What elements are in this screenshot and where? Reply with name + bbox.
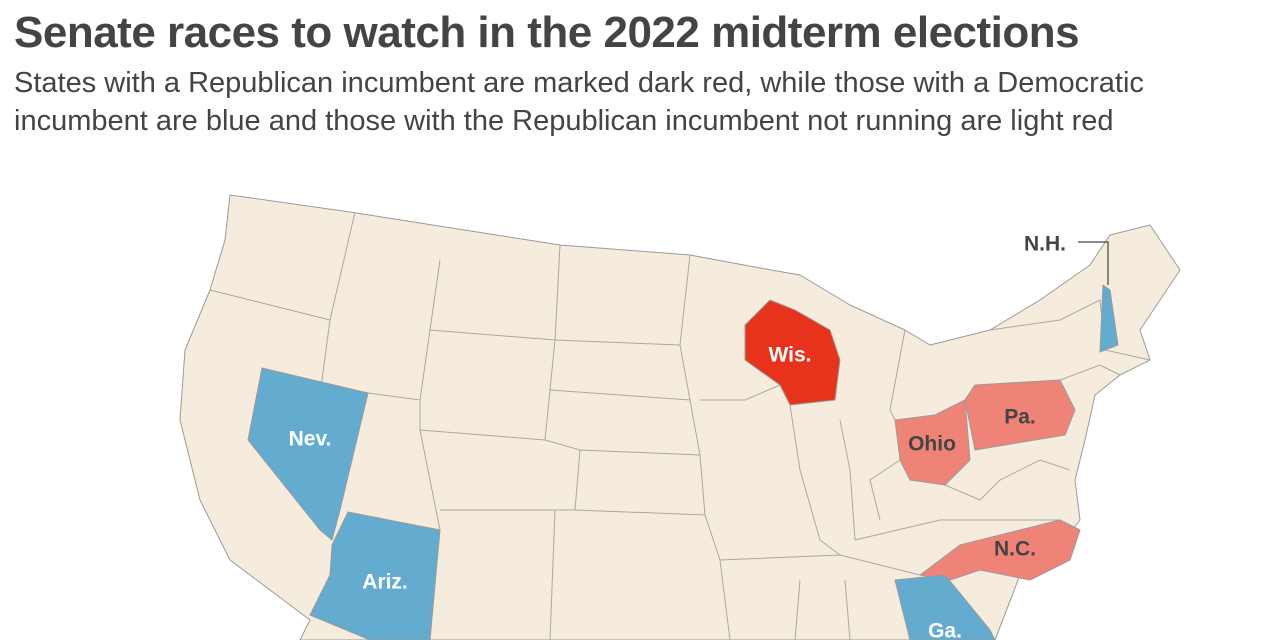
state-label: Wis. <box>769 344 812 367</box>
state-label: N.H. <box>1024 233 1066 256</box>
state-label: Ariz. <box>362 571 408 594</box>
state-label: Ohio <box>908 433 956 456</box>
state-shape <box>744 299 841 406</box>
title: Senate races to watch in the 2022 midter… <box>14 8 1080 57</box>
state-shape <box>919 519 1081 581</box>
state-borders <box>209 211 1151 640</box>
state-label: Pa. <box>1004 406 1036 429</box>
state-label: N.C. <box>994 538 1036 561</box>
state-shape <box>894 399 971 486</box>
state-shape <box>309 511 441 640</box>
state-shape <box>964 379 1076 451</box>
state-shape <box>247 367 369 541</box>
highlighted-states <box>247 284 1119 640</box>
state-label: Ga. <box>928 620 962 640</box>
subtitle: States with a Republican incumbent are m… <box>14 67 1144 137</box>
state-label: Nev. <box>289 428 332 451</box>
state-shape <box>1099 284 1119 353</box>
leader-line <box>1078 241 1109 285</box>
state-shape <box>894 574 996 640</box>
